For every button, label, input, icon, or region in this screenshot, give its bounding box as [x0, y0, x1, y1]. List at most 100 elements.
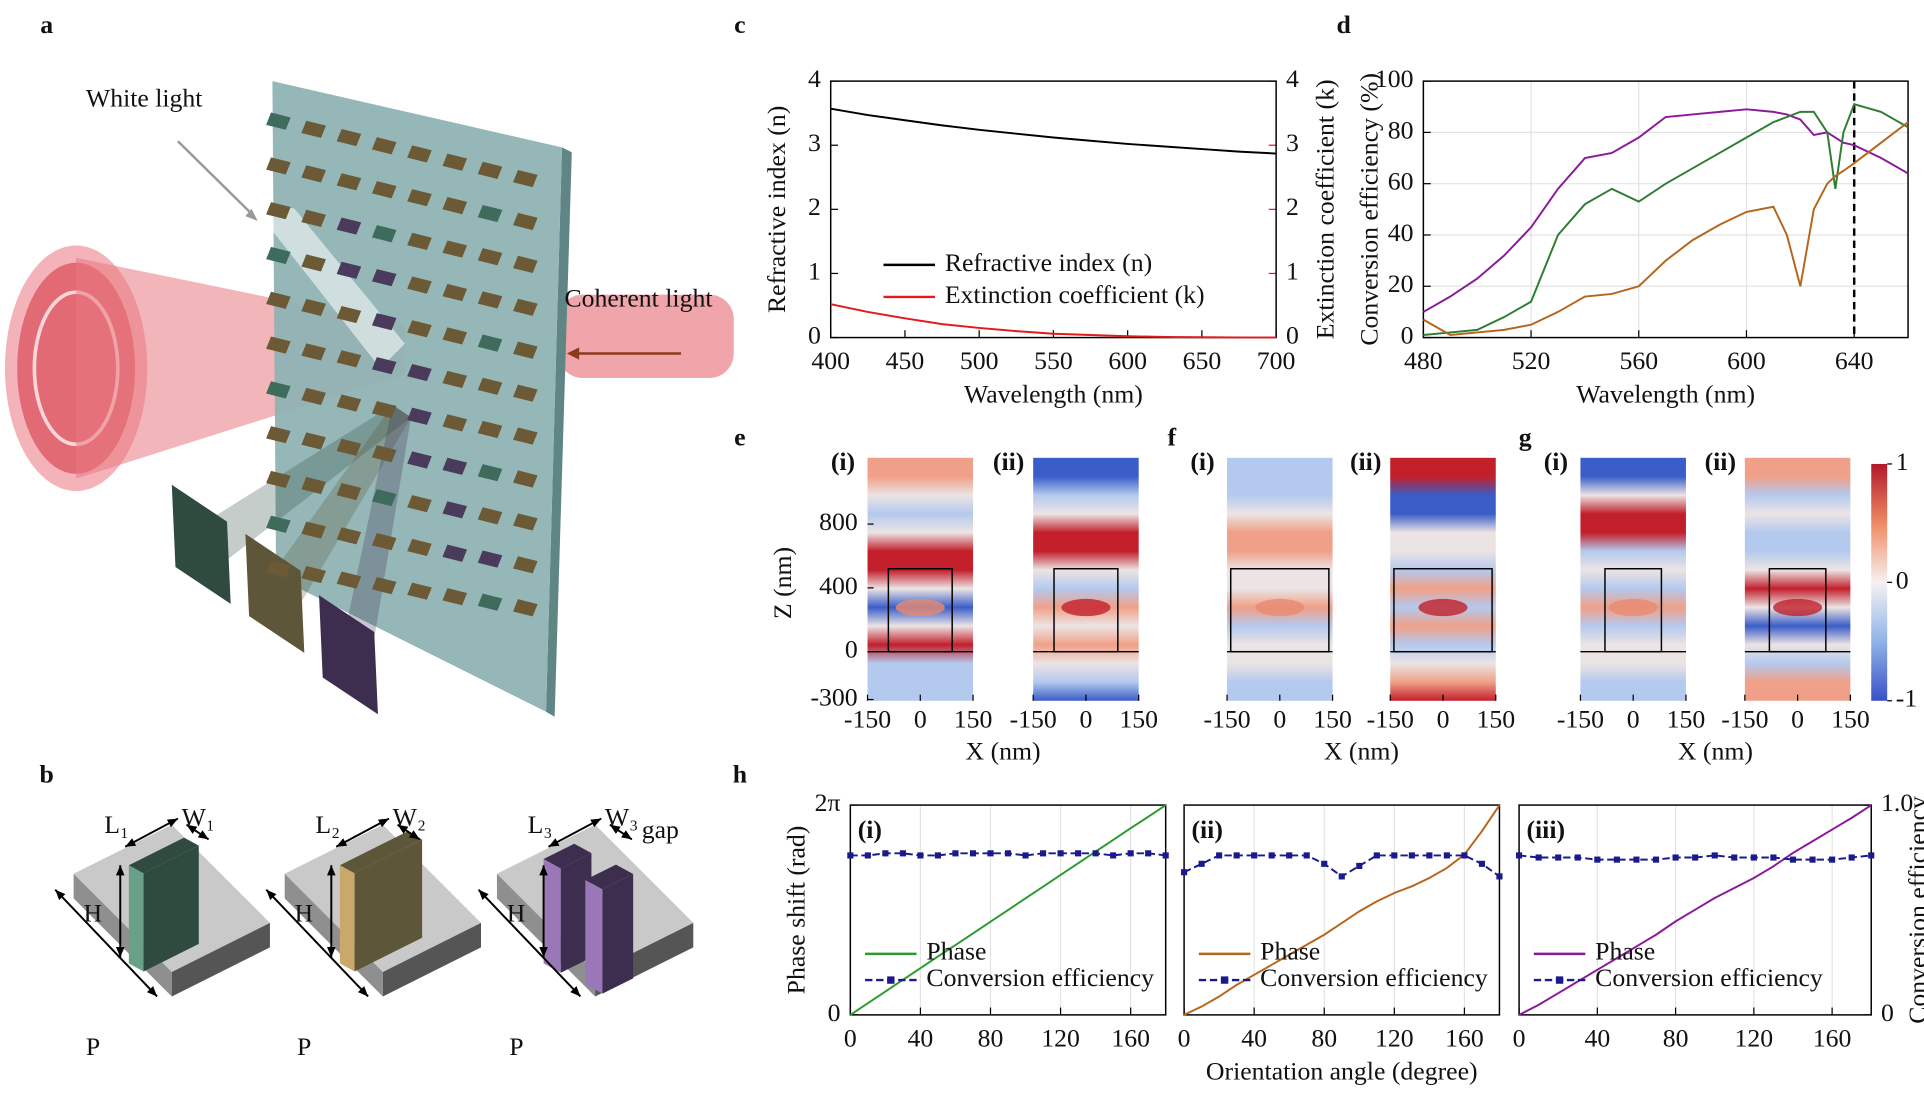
series-line: [1423, 103, 1909, 336]
arrowhead: [336, 838, 348, 847]
nanopillar: [513, 341, 538, 359]
series-marker: [1110, 852, 1117, 859]
nanopillar: [301, 565, 326, 584]
series-marker: [1408, 852, 1415, 859]
nanopillar: [477, 334, 503, 352]
field-hotspot: [895, 598, 945, 617]
dimension-arrow: [477, 889, 582, 998]
nanopillar: [442, 414, 468, 432]
x-tick-label: 500: [960, 346, 999, 375]
nanopillar: [442, 153, 468, 171]
nanopillar: [442, 501, 468, 519]
nanopillar: [442, 544, 468, 562]
series-marker: [1338, 873, 1345, 880]
label-width: W₃: [605, 803, 638, 832]
series-marker: [987, 850, 994, 857]
legend-marker: [1220, 976, 1229, 984]
series-marker: [1496, 873, 1503, 880]
nanopillar: [477, 507, 503, 525]
series-marker: [1848, 854, 1855, 861]
nanopillar: [336, 305, 362, 324]
pillar-top: [339, 831, 423, 874]
nanopillar: [407, 276, 432, 294]
white-beam: [245, 196, 405, 369]
x-tick-label: 0: [1079, 705, 1092, 734]
series-marker: [899, 850, 906, 857]
y2-tick-label: 4: [1286, 64, 1299, 93]
nanopillar: [266, 246, 291, 265]
x-axis-label: Wavelength (nm): [1576, 379, 1755, 408]
label-period: P: [509, 1032, 523, 1061]
panel-label: h: [733, 760, 747, 789]
substrate-right: [171, 922, 270, 997]
x-tick-label: 160: [1445, 1024, 1484, 1053]
x-tick-label: 480: [1404, 346, 1443, 375]
x-tick-label: 0: [1791, 705, 1804, 734]
y2-tick-label: 1: [1286, 256, 1299, 285]
y-tick-label: 0: [845, 635, 858, 664]
series-marker: [1692, 854, 1699, 861]
nanopillar: [301, 165, 326, 183]
label-length: L₃: [528, 810, 553, 839]
nanopillar: [477, 464, 503, 482]
y-tick-label: 0: [808, 320, 821, 349]
series-marker: [1443, 852, 1450, 859]
legend-label: Conversion efficiency: [1260, 963, 1488, 992]
series-marker: [1391, 852, 1398, 859]
nanopillar: [336, 438, 362, 456]
series-marker: [1426, 852, 1433, 859]
x-tick-label: -150: [1203, 705, 1250, 734]
x-tick-label: 150: [1119, 705, 1158, 734]
x-tick-label: 150: [1667, 705, 1706, 734]
series-marker: [1075, 850, 1082, 857]
y2-axis-label: Conversion efficiency: [1903, 796, 1924, 1024]
y-tick-label: 60: [1388, 167, 1414, 196]
colorbar-tick-label: 0: [1896, 565, 1909, 594]
series-marker: [1574, 854, 1581, 861]
series-marker: [1829, 856, 1836, 863]
plot-frame: [1518, 804, 1872, 1016]
label-width: W₂: [393, 803, 426, 832]
field-map: [1227, 457, 1333, 701]
series-marker: [1478, 860, 1485, 867]
series-marker: [1092, 850, 1099, 857]
nanopillar: [407, 363, 432, 382]
nanopillar: [513, 169, 538, 188]
x-axis-label: Orientation angle (degree): [1206, 1057, 1478, 1086]
nanopillar: [477, 550, 503, 568]
x-tick-label: 0: [1437, 705, 1450, 734]
nanopillar: [442, 327, 468, 345]
nanopillar: [513, 212, 538, 231]
arrowhead: [186, 824, 198, 834]
x-tick-label: 0: [1178, 1024, 1191, 1053]
y2-tick-label: 0: [1286, 320, 1299, 349]
arrowhead: [197, 830, 209, 840]
arrowhead: [609, 824, 621, 834]
arrowhead: [55, 889, 66, 901]
x-tick-label: 40: [908, 1024, 934, 1053]
field-hotspot: [1773, 598, 1823, 617]
label-width: W₁: [182, 803, 215, 832]
x-tick-label: 0: [1273, 705, 1286, 734]
label-gap: gap: [642, 815, 679, 844]
x-tick-label: 0: [844, 1024, 857, 1053]
legend-label: Extinction coefficient (k): [945, 280, 1205, 309]
nanopillar: [301, 343, 326, 361]
nanopillar: [266, 470, 291, 489]
x-tick-label: 600: [1727, 346, 1766, 375]
nanopillar: [301, 476, 326, 495]
nanopillar: [513, 470, 538, 488]
subplot-title: (i): [1544, 447, 1568, 476]
nanopillar: [371, 577, 397, 595]
arrowhead: [266, 889, 277, 901]
x-tick-label: 120: [1041, 1024, 1080, 1053]
nanopillar: [407, 582, 432, 600]
series-marker: [1216, 852, 1223, 859]
nanopillar: [266, 515, 291, 533]
pillar-front: [354, 839, 423, 972]
nanopillar: [513, 298, 538, 316]
x-tick-label: 0: [1627, 705, 1640, 734]
nanopillar: [407, 451, 432, 469]
x-tick-label: 80: [1663, 1024, 1689, 1053]
series-marker: [1594, 856, 1601, 863]
